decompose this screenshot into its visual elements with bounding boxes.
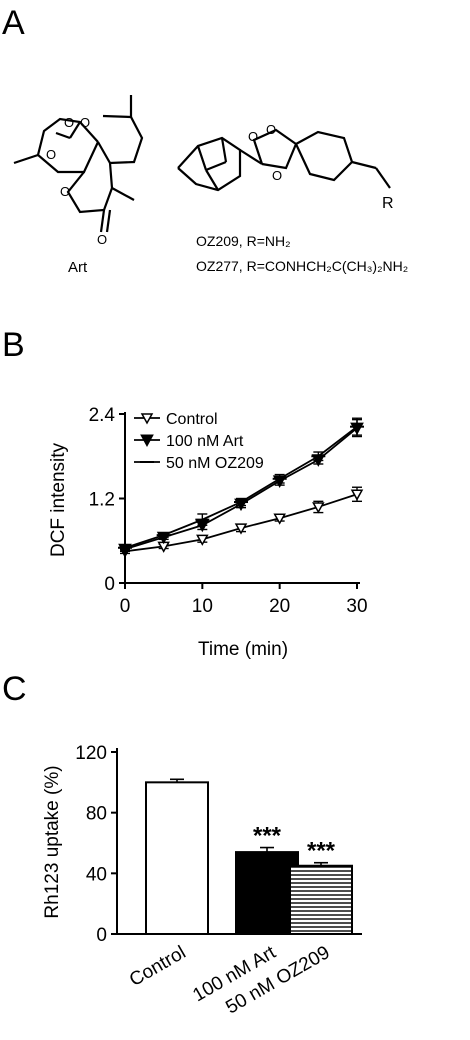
structures-figure: O O O O O Art O O O R OZ209, R=NH₂ OZ277… — [13, 95, 408, 276]
rh123-y-axis-label: Rh123 uptake (%) — [42, 765, 63, 918]
r-group-label: R — [382, 195, 394, 212]
y-tick-label: 0 — [96, 925, 107, 946]
dcf-x-axis-label: Time (min) — [198, 639, 288, 660]
bar — [145, 781, 209, 936]
oz209-caption: OZ209, R=NH₂ — [196, 233, 291, 249]
oxygen-label: O — [272, 168, 282, 183]
x-tick-label: 10 — [192, 596, 213, 617]
x-tick-label: 20 — [269, 596, 290, 617]
data-point — [350, 489, 364, 501]
legend-marker — [140, 434, 154, 448]
dcf-line-chart: 0 1.2 2.4 0 10 20 30 Control 100 nM Art 50 nM O… — [48, 405, 368, 660]
ozonide-structure — [177, 128, 391, 192]
dcf-y-axis-label: DCF intensity — [48, 442, 69, 557]
artemisinin-structure — [13, 95, 144, 233]
significance-annotation: *** — [307, 838, 336, 865]
oxygen-label: O — [80, 115, 90, 130]
oxygen-label: O — [60, 184, 70, 199]
y-tick-label: 2.4 — [89, 405, 116, 426]
oxygen-label: O — [97, 232, 107, 247]
legend-label: 50 nM OZ209 — [166, 455, 264, 472]
oxygen-label: O — [248, 129, 258, 144]
category-label: Control — [126, 942, 190, 991]
series-0 — [118, 486, 364, 558]
oxygen-label: O — [46, 147, 56, 162]
ozonide-heteroatoms: O O O — [248, 122, 282, 183]
data-point — [196, 534, 209, 546]
y-tick-label: 1.2 — [89, 490, 115, 511]
oz277-caption: OZ277, R=CONHCH₂C(CH₃)₂NH₂ — [196, 258, 408, 274]
data-point — [273, 513, 286, 525]
bar — [289, 864, 353, 935]
legend-label: 100 nM Art — [166, 433, 244, 450]
oxygen-label: O — [266, 122, 276, 137]
panel-label-c: C — [2, 670, 27, 708]
data-point — [312, 502, 325, 514]
legend-entry: 100 nM Art — [134, 433, 244, 450]
series-2 — [118, 417, 364, 551]
data-point — [234, 523, 248, 535]
bar — [235, 851, 299, 936]
legend-entry: Control — [134, 411, 218, 428]
legend-marker — [140, 413, 154, 425]
y-tick-label: 0 — [104, 574, 115, 595]
legend-label: Control — [166, 411, 218, 428]
panel-label-b: B — [2, 326, 25, 364]
legend-entry: 50 nM OZ209 — [134, 455, 264, 472]
panel-label-a: A — [2, 4, 25, 42]
y-tick-label: 80 — [86, 804, 107, 825]
y-tick-label: 120 — [75, 743, 107, 764]
y-tick-label: 40 — [86, 864, 107, 885]
x-tick-label: 0 — [120, 596, 131, 617]
artemisinin-heteroatoms: O O O O O — [46, 115, 107, 247]
x-tick-label: 30 — [346, 596, 367, 617]
significance-annotation: *** — [253, 823, 282, 850]
oxygen-label: O — [64, 115, 74, 130]
art-structure-label: Art — [68, 259, 88, 276]
